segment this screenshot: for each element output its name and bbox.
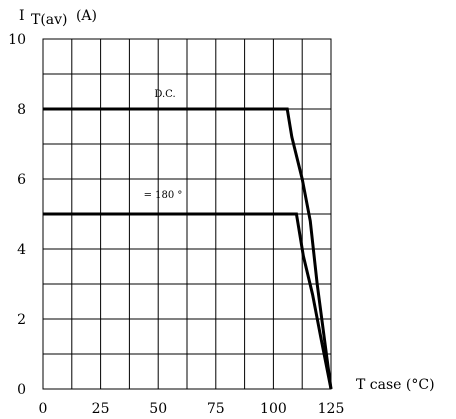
- y-tick-label: 4: [17, 242, 26, 258]
- y-tick-labels: 0 2 4 6 8 10: [8, 32, 26, 398]
- series-line-0: [43, 107, 333, 390]
- x-tick-label: 100: [260, 401, 287, 417]
- y-axis-label-sub: T(av): [31, 12, 68, 28]
- y-axis-label-unit: (A): [76, 8, 97, 24]
- y-tick-label: 0: [17, 382, 26, 398]
- x-tick-label: 0: [39, 401, 48, 417]
- series-label-180: = 180 °: [144, 190, 183, 201]
- x-axis-label: T case (°C): [356, 377, 435, 393]
- x-tick-label: 75: [207, 401, 225, 417]
- x-tick-label: 25: [92, 401, 110, 417]
- y-axis-label: I T(av) (A): [19, 8, 97, 28]
- series-label-dc: D.C.: [154, 89, 175, 100]
- x-tick-label: 125: [318, 401, 345, 417]
- y-tick-label: 2: [17, 312, 26, 328]
- y-tick-label: 6: [17, 172, 26, 188]
- y-tick-label: 8: [17, 102, 26, 118]
- y-axis-label-main: I: [19, 8, 25, 24]
- series-group: [43, 107, 333, 390]
- y-tick-label: 10: [8, 32, 26, 48]
- x-tick-label: 50: [149, 401, 167, 417]
- series-line-1: [43, 212, 333, 390]
- x-tick-labels: 0 25 50 75 100 125: [39, 401, 345, 417]
